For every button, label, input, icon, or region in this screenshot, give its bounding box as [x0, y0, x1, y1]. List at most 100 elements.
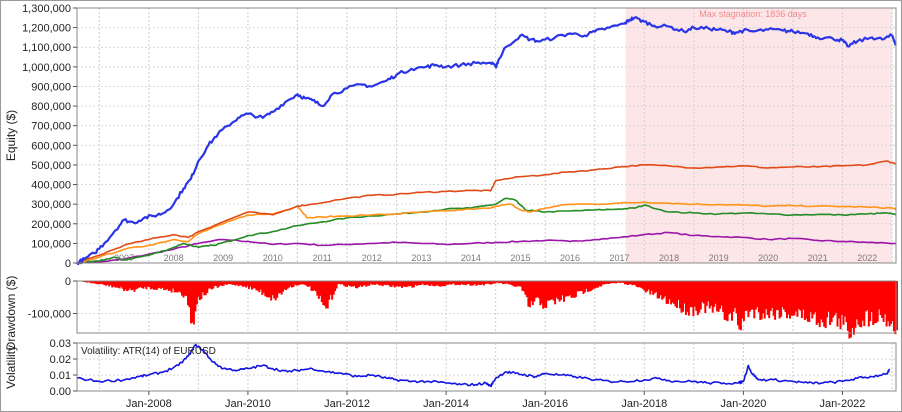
drawdown-bar — [105, 281, 108, 286]
drawdown-bar — [308, 281, 311, 286]
drawdown-bar — [812, 281, 815, 315]
drawdown-bar — [256, 281, 259, 291]
drawdown-bar — [491, 281, 494, 284]
drawdown-bar — [357, 281, 360, 287]
drawdown-bar — [300, 281, 302, 285]
drawdown-bar — [218, 281, 221, 287]
date-axis-label: Jan-2014 — [423, 398, 469, 410]
drawdown-bar — [271, 281, 274, 296]
equity-y-tick-label: 200,000 — [31, 219, 71, 231]
drawdown-bar — [473, 281, 476, 285]
drawdown-bar — [169, 281, 172, 291]
drawdown-bar — [114, 281, 117, 288]
drawdown-bar — [133, 281, 136, 292]
equity-year-label: 2012 — [362, 253, 382, 263]
drawdown-bar — [689, 281, 692, 308]
drawdown-bar — [414, 281, 417, 285]
drawdown-bar — [362, 281, 365, 286]
drawdown-bar — [264, 281, 267, 297]
drawdown-bar — [878, 281, 881, 310]
drawdown-bar — [276, 281, 279, 298]
drawdown-bar — [265, 281, 268, 298]
equity-series-3 — [76, 201, 897, 264]
drawdown-bar — [597, 281, 600, 288]
drawdown-bar — [157, 281, 160, 289]
equity-year-label: 2007 — [114, 253, 134, 263]
drawdown-bar — [432, 281, 435, 286]
drawdown-bar — [835, 281, 838, 313]
drawdown-bar — [295, 281, 298, 286]
drawdown-bar — [334, 281, 337, 291]
drawdown-bar — [604, 281, 607, 284]
drawdown-bar — [163, 281, 166, 291]
drawdown-bar — [631, 281, 634, 286]
equity-y-tick-label: 700,000 — [31, 121, 71, 133]
drawdown-bar — [240, 281, 243, 286]
drawdown-bar — [649, 281, 652, 295]
drawdown-bar — [222, 281, 225, 286]
drawdown-bar — [228, 281, 231, 284]
drawdown-bar — [866, 281, 869, 311]
drawdown-bar — [283, 281, 286, 290]
drawdown-bar — [814, 281, 817, 313]
equity-y-tick-label: 900,000 — [31, 81, 71, 93]
drawdown-bar — [188, 281, 191, 308]
equity-y-tick-label: 1,200,000 — [22, 23, 71, 35]
drawdown-bar — [546, 281, 549, 301]
drawdown-bar — [206, 281, 209, 293]
drawdown-bar — [870, 281, 873, 312]
volatility-y-tick-label: 0.02 — [50, 354, 71, 366]
drawdown-bar — [347, 281, 350, 286]
drawdown-bar — [805, 281, 808, 319]
drawdown-bar — [90, 281, 93, 284]
drawdown-bar — [780, 281, 783, 317]
drawdown-bar — [463, 281, 466, 285]
drawdown-bar — [751, 281, 754, 310]
drawdown-bar — [646, 281, 649, 292]
drawdown-bar — [243, 281, 246, 287]
drawdown-bar — [453, 281, 456, 284]
drawdown-bar — [462, 281, 464, 285]
drawdown-bar — [739, 281, 742, 331]
drawdown-bar — [621, 281, 623, 283]
drawdown-bar — [615, 281, 618, 284]
drawdown-bar — [506, 281, 509, 284]
drawdown-bar — [407, 281, 409, 287]
equity-y-tick-label: 600,000 — [31, 140, 71, 152]
drawdown-bar — [173, 281, 176, 293]
drawdown-bar — [353, 281, 356, 287]
drawdown-bar — [674, 281, 677, 307]
drawdown-bar — [542, 281, 545, 309]
drawdown-bar — [328, 281, 331, 300]
drawdown-bar — [405, 281, 408, 288]
drawdown-bar — [380, 281, 383, 286]
drawdown-bar — [369, 281, 372, 284]
drawdown-bar — [667, 281, 670, 304]
drawdown-bar — [313, 281, 316, 291]
drawdown-bar — [500, 281, 503, 283]
drawdown-bar — [762, 281, 765, 314]
drawdown-bar — [774, 281, 777, 320]
equity-year-label: 2017 — [610, 253, 630, 263]
drawdown-bar — [738, 281, 741, 330]
drawdown-bar — [829, 281, 832, 325]
drawdown-bar — [796, 281, 799, 317]
drawdown-bar — [298, 281, 301, 285]
drawdown-bar — [531, 281, 534, 305]
drawdown-bar — [496, 281, 499, 283]
drawdown-bar — [325, 281, 328, 309]
drawdown-bar — [518, 281, 521, 287]
drawdown-bar — [135, 281, 137, 290]
drawdown-bar — [536, 281, 539, 298]
drawdown-bar — [656, 281, 659, 299]
drawdown-bar — [875, 281, 878, 323]
drawdown-bar — [735, 281, 738, 314]
volatility-y-tick-label: 0.00 — [50, 386, 71, 398]
drawdown-bar — [310, 281, 313, 291]
drawdown-bar — [844, 281, 846, 317]
drawdown-bar — [830, 281, 833, 323]
drawdown-bar — [230, 281, 233, 285]
date-axis-label: Jan-2016 — [522, 398, 568, 410]
drawdown-bar — [534, 281, 537, 298]
drawdown-bar — [377, 281, 380, 285]
